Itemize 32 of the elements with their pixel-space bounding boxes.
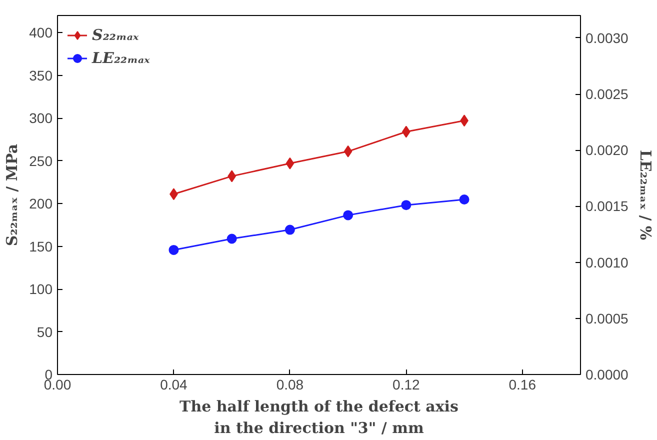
y-tick-label: 300 xyxy=(29,110,53,126)
y-tick-label: 50 xyxy=(36,324,53,340)
x-tick-label: 0.12 xyxy=(392,376,420,392)
y-tick-label: 200 xyxy=(29,196,53,212)
point xyxy=(343,210,354,220)
y2-tick-label: 0.0005 xyxy=(586,310,629,326)
point xyxy=(459,194,470,204)
x-axis-title: The half length of the defect axis in the direction "3" / mm xyxy=(180,398,458,438)
y-tick-label: 150 xyxy=(29,238,53,254)
y-tick-label: 250 xyxy=(29,152,53,169)
y-tick-label: 350 xyxy=(29,67,53,84)
legend-label: S₂₂ₘₐₓ xyxy=(92,26,139,44)
y2-tick-label: 0.0015 xyxy=(586,198,629,214)
point xyxy=(344,145,352,158)
y2-tick-label: 0.0030 xyxy=(586,30,629,46)
y2-axis-title: LE₂₂ₘₐₓ / % xyxy=(636,150,654,240)
y-tick-label: 100 xyxy=(29,281,53,298)
y-axis-title: S₂₂ₘₐₓ / MPa xyxy=(3,144,22,246)
legend-label: LE₂₂ₘₐₓ xyxy=(92,49,150,67)
x-tick-label: 0.04 xyxy=(160,376,188,392)
point xyxy=(226,234,237,244)
y2-tick-label: 0.0010 xyxy=(586,254,629,270)
y2-tick-label: 0.0020 xyxy=(586,142,629,158)
y2-tick-label: 0.0025 xyxy=(586,86,629,102)
x-tick-label: 0.16 xyxy=(508,376,536,392)
y-tick-label: 400 xyxy=(29,24,53,41)
x-tick-label: 0.08 xyxy=(276,376,304,392)
point xyxy=(286,157,294,170)
point xyxy=(284,224,295,235)
point xyxy=(401,200,412,210)
point xyxy=(168,244,179,255)
y2-tick-label: 0.0000 xyxy=(586,366,629,382)
